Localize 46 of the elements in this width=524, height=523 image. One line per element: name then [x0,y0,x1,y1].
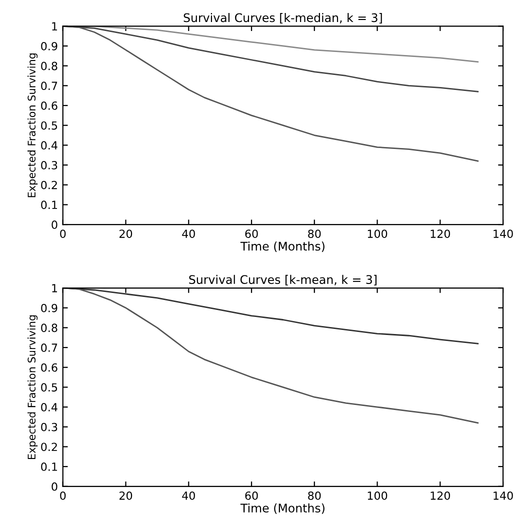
y-tick-label: 0.6 [41,363,58,372]
y-tick-label: 0.4 [41,403,58,412]
y-tick-label: 0.2 [41,442,57,452]
x-tick-label: 120 [430,230,450,238]
x-tick-label: 100 [368,230,388,238]
x-tick-label: 140 [494,230,513,238]
y-tick-label: 0.6 [41,101,58,110]
x-tick-label: 0 [60,230,66,238]
y-tick-label: 0.9 [41,304,58,312]
x-tick-label: 80 [308,230,321,238]
x-tick-label: 140 [494,491,513,500]
line-series [62,288,479,424]
y-tick-label: 0.1 [41,200,57,210]
y-tick-label: 0.9 [41,42,58,50]
x-tick-label: 120 [430,491,450,500]
x-tick-label: 60 [245,230,258,238]
y-tick-label: 0.5 [41,121,58,130]
x-tick-label: 0 [60,491,66,500]
y-axis-title: Expected Fraction Surviving [27,53,38,198]
y-tick-label: 0.5 [41,383,58,392]
x-tick-label: 20 [120,491,132,500]
x-axis-title: Time (Months) [240,503,324,514]
y-tick-label: 1 [52,284,57,292]
x-tick-label: 60 [245,491,258,500]
line-series [62,26,479,162]
chart-title: Survival Curves [k-mean, k = 3] [189,274,377,286]
x-tick-label: 40 [182,491,195,500]
x-axis-title: Time (Months) [240,242,324,252]
y-tick-label: 0.7 [41,344,58,352]
y-tick-label: 0.1 [41,462,57,471]
x-tick-label: 40 [182,230,195,238]
y-tick-label: 0.8 [41,62,58,70]
x-tick-label: 100 [368,491,388,500]
x-tick-label: 80 [308,491,321,500]
y-tick-label: 1 [52,22,57,30]
x-tick-label: 20 [120,230,132,238]
y-tick-label: 0.3 [41,160,58,170]
y-tick-label: 0.2 [41,180,57,190]
y-axis-title: Expected Fraction Surviving [27,315,38,459]
y-tick-label: 0.3 [41,422,58,432]
y-tick-label: 0 [52,220,58,229]
chart-title: Survival Curves [k-median, k = 3] [184,13,382,24]
y-tick-label: 0.8 [41,324,58,332]
y-tick-label: 0.7 [41,82,58,90]
y-tick-label: 0 [52,482,58,491]
y-tick-label: 0.4 [41,141,58,150]
